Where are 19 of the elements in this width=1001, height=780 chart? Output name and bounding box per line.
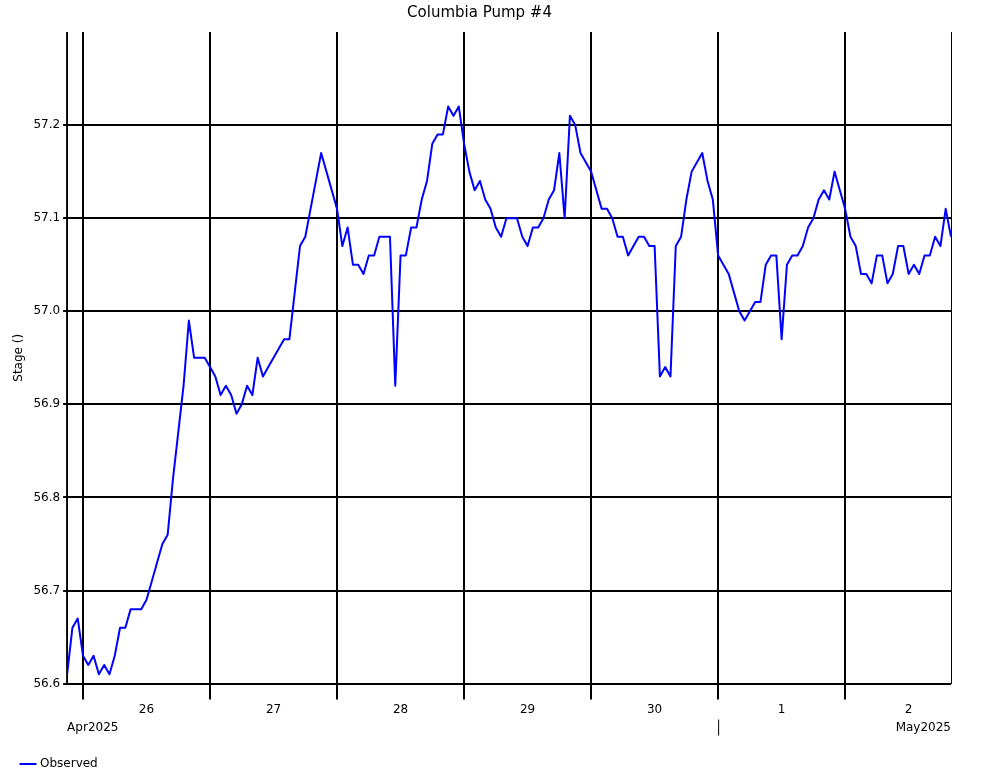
- x-tick-label: 26: [138, 701, 155, 716]
- x-tick-label: 1: [777, 701, 786, 716]
- y-tick-label: 56.6: [33, 675, 61, 690]
- text: Apr2025: [67, 719, 119, 734]
- y-tick-label: 57.0: [33, 303, 61, 318]
- y-axis-title: Stage (): [11, 333, 26, 382]
- y-tick-label: 56.7: [33, 582, 61, 597]
- x-tick-label: 29: [519, 701, 536, 716]
- x-tick-label: 27: [265, 701, 282, 716]
- legend-label: Observed: [40, 756, 98, 771]
- y-tick-label: 56.8: [33, 489, 61, 504]
- y-tick-label: 56.9: [33, 396, 61, 411]
- y-tick-label: 57.1: [33, 210, 61, 225]
- y-tick-label: 57.2: [33, 117, 61, 132]
- chart-title: Columbia Pump #4: [407, 2, 552, 21]
- x-tick-label: 30: [646, 701, 663, 716]
- x-tick-label: 2: [904, 701, 913, 716]
- x-tick-label: 28: [392, 701, 409, 716]
- text: May2025: [895, 719, 951, 734]
